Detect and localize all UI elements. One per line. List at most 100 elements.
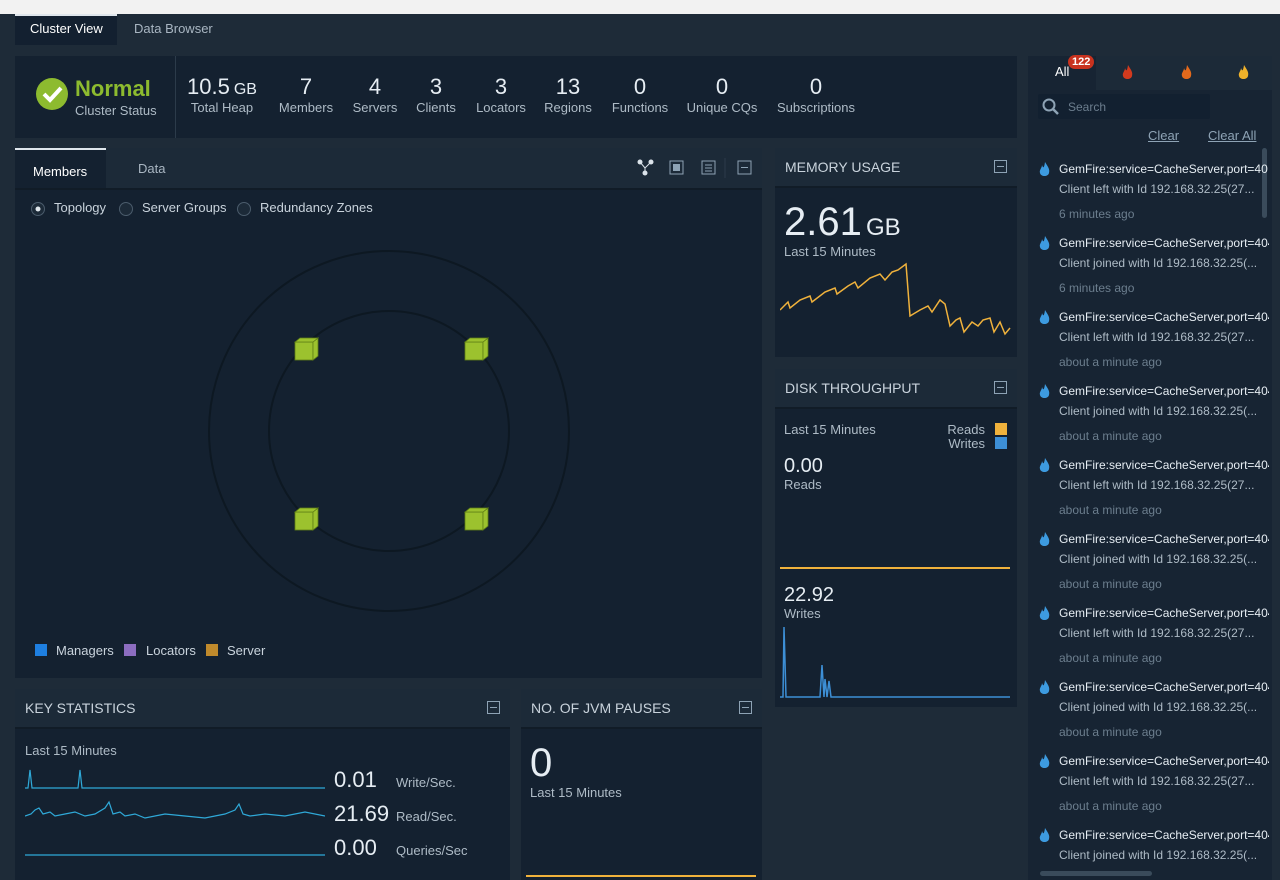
reads-sparkline [780, 567, 1010, 569]
flame [1039, 828, 1050, 842]
alert-message[interactable]: Client joined with Id 192.168.32.25(... [1059, 552, 1258, 566]
stat: 4 Servers [315, 74, 435, 115]
stat-value: 21.69 [334, 801, 390, 826]
alert-icon [1039, 236, 1050, 250]
legend-label: Writes [948, 436, 985, 451]
stat-value: 0.00 [334, 835, 377, 860]
alert-source[interactable]: GemFire:service=CacheServer,port=404 [1059, 458, 1269, 472]
tab[interactable]: All [1055, 64, 1070, 79]
stat-value: 0 [633, 74, 647, 99]
minimize[interactable] [739, 701, 752, 714]
stat-label: Regions [544, 100, 592, 115]
stat-label: Servers [352, 100, 398, 115]
caption: Last 15 Minutes [784, 244, 876, 259]
alert-source[interactable]: GemFire:service=CacheServer,port=404 [1059, 828, 1269, 842]
alert-message[interactable]: Client left with Id 192.168.32.25(27... [1059, 182, 1255, 196]
memory-panel: MEMORY USAGE 2.61 GB Last 15 Minutes [775, 148, 1017, 357]
alert-icon [1039, 532, 1050, 546]
flame [1039, 310, 1050, 324]
search-icon [1042, 98, 1059, 115]
alert-time: 6 minutes ago [1059, 281, 1135, 295]
alert-time: about a minute ago [1059, 503, 1162, 517]
alert-icon [1039, 828, 1050, 842]
alert-source[interactable]: GemFire:service=CacheServer,port=404 [1059, 310, 1269, 324]
stat: 3 Locators [441, 74, 561, 115]
stat-value: 0 [715, 74, 729, 99]
alert-message[interactable]: Client joined with Id 192.168.32.25(... [1059, 700, 1258, 714]
alert-message[interactable]: Client joined with Id 192.168.32.25(... [1059, 256, 1258, 270]
severity-tabs[interactable] [1116, 63, 1256, 83]
flame [1039, 162, 1050, 176]
alert-message[interactable]: Client joined with Id 192.168.32.25(... [1059, 848, 1258, 862]
stat-label: Functions [611, 100, 669, 115]
stat-value: 3 [429, 74, 443, 99]
stat: 7 Members [246, 74, 366, 115]
stat-label: Subscriptions [776, 100, 856, 115]
clear-all-link[interactable]: Clear All [1208, 128, 1257, 143]
tab[interactable]: Cluster View [30, 21, 103, 36]
panel-header: Members Data [15, 148, 762, 190]
alert-icon [1039, 310, 1050, 324]
alerts-panel: All 122 Search Clear Clear All GemFire:s… [1028, 55, 1272, 880]
radio-label[interactable]: Topology [54, 200, 107, 215]
flame [1039, 458, 1050, 472]
stat-value: 13 [555, 74, 581, 99]
flame [1039, 384, 1050, 398]
alert-source[interactable]: GemFire:service=CacheServer,port=40 [1059, 162, 1268, 176]
scrollbar[interactable] [1040, 871, 1152, 876]
legend-label: Managers [56, 643, 114, 658]
alert-message[interactable]: Client joined with Id 192.168.32.25(... [1059, 404, 1258, 418]
minimize[interactable] [994, 381, 1007, 394]
legend-swatch [995, 437, 1007, 449]
alert-message[interactable]: Client left with Id 192.168.32.25(27... [1059, 478, 1255, 492]
flame [1039, 754, 1050, 768]
alert-source[interactable]: GemFire:service=CacheServer,port=404 [1059, 532, 1269, 546]
radio-label[interactable]: Redundancy Zones [260, 200, 373, 215]
caption: Last 15 Minutes [784, 422, 876, 437]
tab-active[interactable] [15, 148, 106, 188]
alert-time: about a minute ago [1059, 799, 1162, 813]
tab[interactable]: Data Browser [134, 21, 213, 36]
minimize[interactable] [994, 160, 1007, 173]
stat-value: 0 [809, 74, 823, 99]
panel-title: DISK THROUGHPUT [785, 380, 921, 396]
alert-time: 6 minutes ago [1059, 207, 1135, 221]
panel-title: NO. OF JVM PAUSES [531, 700, 671, 716]
stat-value: 3 [494, 74, 508, 99]
alert-source[interactable]: GemFire:service=CacheServer,port=404 [1059, 236, 1269, 250]
panel-title: MEMORY USAGE [785, 159, 901, 175]
writes-sparkline [780, 626, 1010, 698]
view-icons[interactable] [635, 158, 755, 178]
search-placeholder[interactable]: Search [1068, 100, 1107, 114]
scrollbar[interactable] [1262, 148, 1267, 218]
radio-label[interactable]: Server Groups [142, 200, 227, 215]
caption: Last 15 Minutes [25, 743, 117, 758]
alert-icon [1039, 606, 1050, 620]
memory-unit: GB [866, 214, 901, 241]
legend-swatch [206, 644, 218, 656]
alert-icon [1039, 458, 1050, 472]
stat: 3 Clients [376, 74, 496, 115]
view-radios[interactable] [30, 200, 390, 220]
alert-source[interactable]: GemFire:service=CacheServer,port=404 [1059, 384, 1269, 398]
alert-time: about a minute ago [1059, 429, 1162, 443]
alert-message[interactable]: Client left with Id 192.168.32.25(27... [1059, 330, 1255, 344]
alert-source[interactable]: GemFire:service=CacheServer,port=404 [1059, 606, 1269, 620]
alert-source[interactable]: GemFire:service=CacheServer,port=404 [1059, 680, 1269, 694]
alert-message[interactable]: Client left with Id 192.168.32.25(27... [1059, 774, 1255, 788]
memory-sparkline [780, 262, 1011, 336]
alert-message[interactable]: Client left with Id 192.168.32.25(27... [1059, 626, 1255, 640]
alert-time: about a minute ago [1059, 725, 1162, 739]
browser-strip [0, 0, 1280, 14]
minimize[interactable] [487, 701, 500, 714]
stat: 0 Functions [580, 74, 700, 115]
tab[interactable]: Data [138, 161, 166, 176]
flame [1039, 236, 1050, 250]
alert-source[interactable]: GemFire:service=CacheServer,port=404 [1059, 754, 1269, 768]
status-label: Normal [75, 76, 151, 101]
search-box[interactable] [1038, 94, 1210, 119]
tab-active[interactable] [15, 14, 117, 45]
tab[interactable]: Members [33, 164, 88, 179]
clear-link[interactable]: Clear [1148, 128, 1180, 143]
